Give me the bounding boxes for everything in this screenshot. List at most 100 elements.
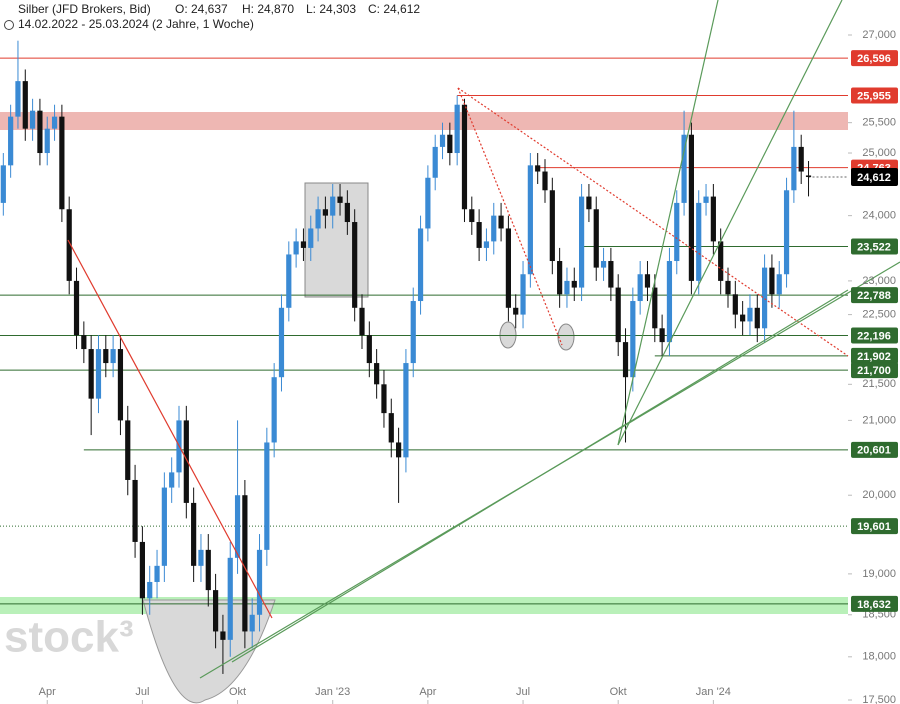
candle-body <box>557 261 563 295</box>
candle-body <box>615 287 621 343</box>
candle-body <box>696 202 702 281</box>
candle-body <box>242 495 248 632</box>
candle-body <box>374 363 380 385</box>
level-label-box <box>851 87 898 104</box>
rounding-bottom <box>142 599 276 704</box>
ohlc-low: L: 24,303 <box>306 2 356 16</box>
trendline <box>617 0 843 446</box>
candle-body <box>513 307 519 315</box>
candle-body <box>154 565 160 582</box>
level-label: 18,632 <box>857 599 891 611</box>
candle-body <box>37 110 43 154</box>
chart-title: Silber (JFD Brokers, Bid) <box>18 2 151 16</box>
candle-body <box>315 209 321 229</box>
level-label: 26,596 <box>857 53 891 65</box>
x-tick-label: Jul <box>135 686 149 698</box>
level-label: 19,601 <box>857 521 891 533</box>
candle-body <box>520 274 526 315</box>
candle-body <box>249 614 255 632</box>
candle-body <box>783 190 790 275</box>
candle-body <box>286 254 292 308</box>
candle-body <box>791 146 797 191</box>
candle-body <box>425 177 431 229</box>
trendline <box>231 289 849 663</box>
candle-body <box>527 165 533 275</box>
candle-body <box>103 349 109 364</box>
trendline <box>617 0 719 446</box>
candle-body <box>15 81 21 117</box>
candle-body <box>410 301 416 364</box>
candle-body <box>198 549 204 566</box>
candle-body <box>549 190 555 262</box>
candle-body <box>622 342 629 378</box>
candle-body <box>110 349 116 364</box>
clock-icon <box>4 20 14 30</box>
candle-body <box>630 301 636 378</box>
level-label-box <box>851 518 898 535</box>
candle-body <box>571 280 577 288</box>
y-tick-label: 27,000 <box>862 29 896 41</box>
ohlc-open: O: 24,637 <box>175 2 228 16</box>
candle-body <box>469 209 475 223</box>
candle-body <box>432 146 438 178</box>
y-tick-label: 21,000 <box>862 414 896 426</box>
level-label-box <box>851 595 898 612</box>
candle-body <box>688 134 694 281</box>
x-tick-label: Okt <box>610 686 627 698</box>
candle-body <box>256 549 263 615</box>
candle-body <box>505 228 511 308</box>
candle-body <box>674 202 680 262</box>
candle-body <box>454 104 460 154</box>
candle-body <box>322 209 328 216</box>
candle-body <box>637 274 643 302</box>
y-tick-label: 25,500 <box>862 117 896 129</box>
candle-body <box>579 196 585 288</box>
watermark: stock³ <box>4 613 134 662</box>
candle-body <box>461 104 468 210</box>
level-label: 21,902 <box>857 351 891 363</box>
candle-body <box>337 196 343 203</box>
candle-body <box>51 116 58 129</box>
period: (2 Jahre, 1 Woche) <box>152 17 254 31</box>
level-label-box <box>851 362 898 379</box>
candle-body <box>183 420 189 503</box>
candle-body <box>8 116 14 166</box>
candle-body <box>586 196 592 210</box>
y-tick-label: 21,500 <box>862 378 896 390</box>
level-label-box <box>851 238 898 255</box>
candle-body <box>330 196 336 216</box>
candle-body <box>403 363 409 458</box>
level-label-box <box>851 441 898 458</box>
candle-body <box>271 377 277 443</box>
level-label: 22,196 <box>857 330 891 342</box>
candle-body <box>117 349 124 421</box>
candle-body <box>652 287 658 329</box>
candle-body <box>608 261 614 288</box>
candle-body <box>234 495 241 558</box>
candle-body <box>66 209 72 281</box>
consolidation-box <box>304 182 369 298</box>
candle-body <box>191 502 197 566</box>
candle-body <box>718 241 724 281</box>
x-tick-label: Jul <box>516 686 530 698</box>
candle-body <box>132 479 138 542</box>
candle-body <box>293 241 299 255</box>
candle-body <box>125 420 131 480</box>
candle-body <box>666 261 673 343</box>
level-label: 21,700 <box>857 365 891 377</box>
level-label: 25,955 <box>857 90 891 102</box>
candle-body <box>205 549 211 591</box>
candle-body <box>798 146 804 172</box>
y-tick-label: 17,500 <box>862 694 896 704</box>
candle-body <box>476 222 482 248</box>
candle-body <box>769 267 775 295</box>
candle-body <box>59 116 65 210</box>
candle-body <box>483 241 490 248</box>
x-tick-label: Apr <box>39 686 56 698</box>
trendline <box>457 87 849 357</box>
y-tick-label: 20,000 <box>862 489 896 501</box>
candle-body <box>805 175 812 178</box>
ohlc-close: C: 24,612 <box>368 2 420 16</box>
candle-body <box>732 294 738 315</box>
candle-body <box>754 307 760 329</box>
